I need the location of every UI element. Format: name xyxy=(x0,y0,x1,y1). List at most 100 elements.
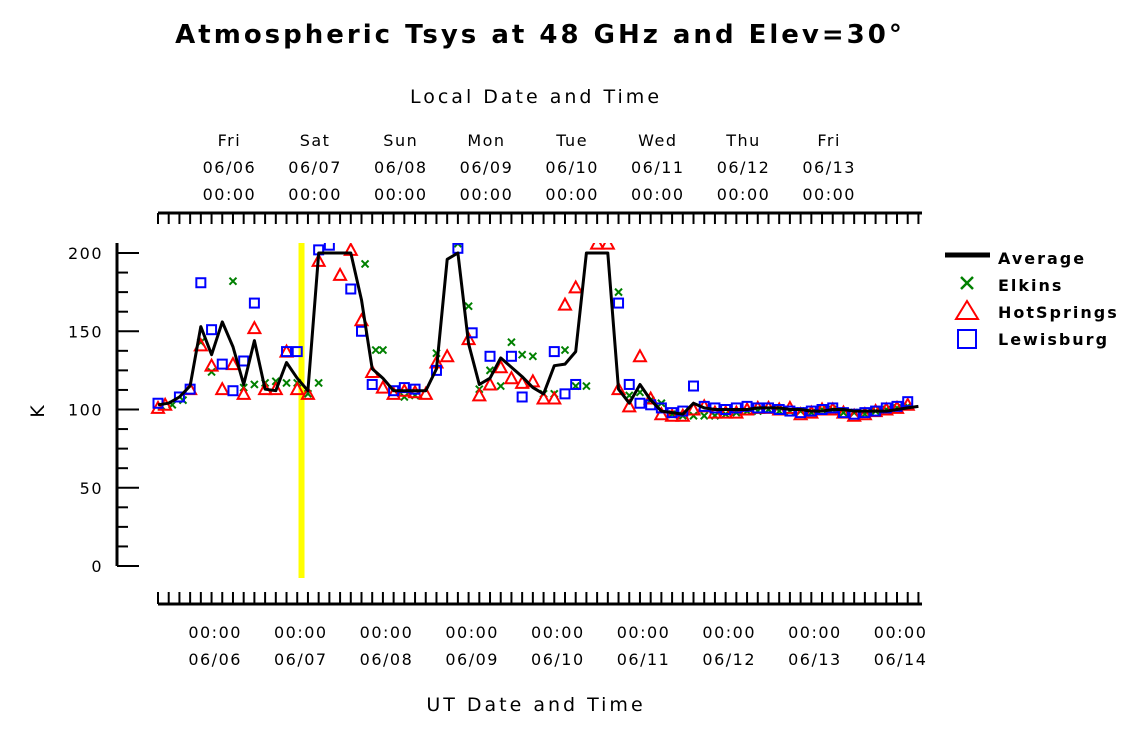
bottom-tick-label: 00:00 xyxy=(531,623,585,642)
bottom-tick-label: 06/09 xyxy=(445,650,499,669)
top-tick-label: Sat xyxy=(300,131,331,150)
series-lewisburg xyxy=(152,243,914,420)
hotsprings-point xyxy=(546,390,562,405)
y-axis-label: K xyxy=(27,402,49,417)
series-group xyxy=(150,243,919,422)
hotsprings-point xyxy=(621,398,637,413)
top-tick-label: 00:00 xyxy=(802,185,856,204)
bottom-tick-label: 06/07 xyxy=(274,650,328,669)
elkins-point xyxy=(614,287,623,297)
top-tick-label: Tue xyxy=(555,131,588,150)
bottom-tick-label: 00:00 xyxy=(188,623,242,642)
hotsprings-point xyxy=(685,401,702,416)
lewisburg-point xyxy=(484,350,496,362)
hotsprings-point xyxy=(600,243,616,250)
elkins-point xyxy=(314,378,323,388)
bottom-tick-label: 00:00 xyxy=(445,623,499,642)
hotsprings-point xyxy=(632,348,648,363)
elkins-point xyxy=(207,367,216,377)
elkins-point xyxy=(582,381,591,391)
hotsprings-point xyxy=(300,385,316,400)
lewisburg-point xyxy=(559,388,571,400)
bottom-tick-label: 06/14 xyxy=(874,650,928,669)
top-tick-label: 06/12 xyxy=(717,158,771,177)
lewisburg-point xyxy=(859,407,871,419)
lewisburg-point xyxy=(548,346,560,358)
top-tick-label: Thu xyxy=(725,131,761,150)
hotsprings-point xyxy=(653,406,670,421)
lewisburg-point xyxy=(195,277,207,289)
bottom-tick-label: 06/08 xyxy=(360,650,414,669)
lewisburg-point xyxy=(345,283,357,295)
hotsprings-point xyxy=(846,407,862,422)
legend-label-lewisburg: Lewisburg xyxy=(998,330,1109,349)
elkins-point xyxy=(464,302,473,311)
elkins-point xyxy=(378,345,388,355)
lewisburg-point xyxy=(216,358,228,370)
lewisburg-point xyxy=(238,355,250,367)
elkins-point xyxy=(517,350,527,359)
bottom-axis-label: UT Date and Time xyxy=(426,694,645,716)
elkins-point xyxy=(371,345,380,355)
chart-title: Atmospheric Tsys at 48 GHz and Elev=30° xyxy=(175,20,905,50)
lewisburg-point xyxy=(366,378,378,390)
hotsprings-point xyxy=(857,406,873,421)
lewisburg-point xyxy=(409,383,421,395)
hotsprings-point xyxy=(503,370,520,385)
top-tick-label: 00:00 xyxy=(545,185,599,204)
hotsprings-point xyxy=(385,385,402,400)
top-tick-label: 00:00 xyxy=(288,185,342,204)
series-average xyxy=(157,251,919,416)
top-tick-label: Fri xyxy=(218,131,242,150)
hotsprings-point xyxy=(225,356,241,371)
hotsprings-point xyxy=(889,399,905,414)
bottom-tick-label: 00:00 xyxy=(702,623,756,642)
y-tick-label: 150 xyxy=(68,322,103,341)
lewisburg-point xyxy=(248,297,260,309)
y-tick-label: 200 xyxy=(68,244,103,263)
hotsprings-point xyxy=(289,381,305,396)
lewisburg-point xyxy=(827,402,839,414)
elkins-point xyxy=(250,380,259,389)
top-tick-label: 06/13 xyxy=(802,158,856,177)
hotsprings-point xyxy=(471,387,487,402)
bottom-tick-label: 00:00 xyxy=(788,623,842,642)
elkins-point xyxy=(228,276,238,286)
lewisburg-point xyxy=(206,324,218,336)
hotsprings-point xyxy=(792,406,809,421)
series-line-average xyxy=(157,251,919,416)
hotsprings-point xyxy=(717,404,734,419)
elkins-point xyxy=(689,411,698,420)
bottom-tick-label: 06/11 xyxy=(617,650,671,669)
bottom-tick-label: 00:00 xyxy=(360,623,414,642)
tick-labels: 0 50 100 150 200 Fri 06/06 00:00 Sat 06/07 00:00 Su… xyxy=(68,131,928,669)
hotsprings-point xyxy=(214,381,230,396)
top-tick-label: Sun xyxy=(383,131,418,150)
lewisburg-point xyxy=(505,350,517,362)
lewisburg-point xyxy=(623,378,635,390)
lewisburg-point xyxy=(281,346,293,358)
elkins-point xyxy=(400,392,409,402)
legend-label-average: Average xyxy=(998,249,1086,268)
lewisburg-point xyxy=(291,346,303,358)
top-tick-label: 00:00 xyxy=(203,185,257,204)
hotsprings-point xyxy=(557,296,573,311)
top-tick-label: 06/10 xyxy=(545,158,599,177)
elkins-point xyxy=(360,259,370,269)
lewisburg-point xyxy=(452,243,464,254)
top-tick-label: 00:00 xyxy=(631,185,685,204)
elkins-point xyxy=(496,381,505,391)
hotsprings-point xyxy=(482,376,498,391)
top-tick-label: Fri xyxy=(817,131,841,150)
hotsprings-point xyxy=(235,385,252,400)
lewisburg-point xyxy=(323,243,335,251)
top-tick-label: 00:00 xyxy=(717,185,771,204)
elkins-point xyxy=(700,411,709,420)
hotsprings-point xyxy=(535,390,552,405)
lewisburg-point xyxy=(902,396,914,408)
top-tick-label: 06/09 xyxy=(460,158,514,177)
lewisburg-point xyxy=(730,402,742,414)
hotsprings-point xyxy=(418,385,434,400)
lewisburg-point xyxy=(688,380,700,392)
